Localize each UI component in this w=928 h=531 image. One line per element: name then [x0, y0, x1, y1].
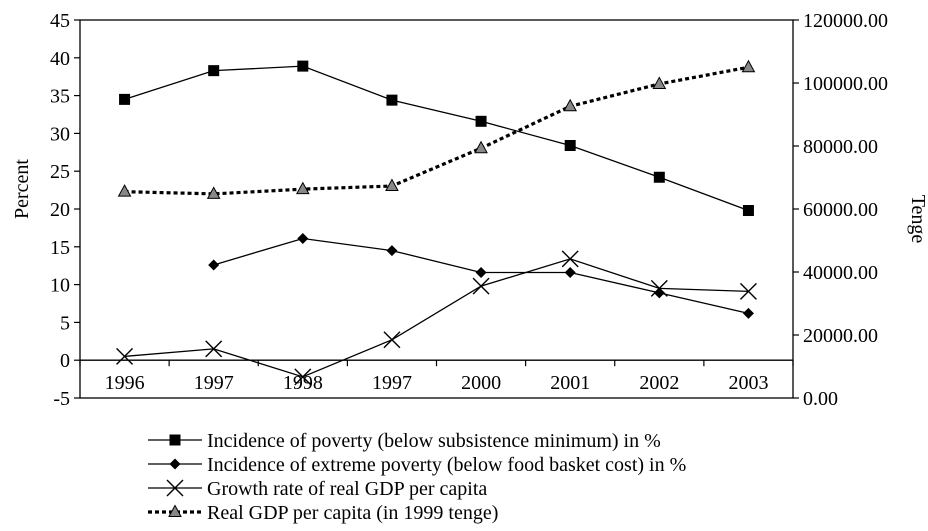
data-point: [295, 181, 310, 195]
y-tick-label-left: 0: [60, 350, 70, 372]
y-tick-label-right: 20000.00: [803, 325, 878, 347]
data-point: [117, 184, 132, 197]
y-tick-label-left: 40: [50, 48, 70, 70]
data-point: [650, 279, 668, 297]
x-tick-label: 2001: [550, 372, 590, 394]
series-1: [208, 232, 754, 319]
y-tick-label-left: 20: [50, 199, 70, 221]
series-3: [117, 59, 756, 199]
x-marker-stroke: [294, 368, 312, 386]
y-tick-label-left: 45: [50, 10, 70, 32]
y-tick-label-right: 60000.00: [803, 199, 878, 221]
y-tick-label-right: 120000.00: [803, 10, 888, 32]
series-line: [124, 65, 749, 212]
x-marker-stroke: [472, 277, 490, 295]
series-layer: [116, 59, 757, 386]
y-tick-label-left: 30: [50, 123, 70, 145]
y-tick-label-left: -5: [53, 388, 70, 410]
legend-label: Incidence of poverty (below subsistence …: [207, 430, 661, 452]
data-point: [385, 178, 399, 192]
legend-item: Growth rate of real GDP per capita: [148, 478, 487, 500]
legend: Incidence of poverty (below subsistence …: [148, 430, 686, 524]
legend-item: Incidence of poverty (below subsistence …: [148, 430, 661, 452]
data-point: [741, 59, 756, 73]
legend-label: Growth rate of real GDP per capita: [207, 478, 487, 500]
data-point: [383, 331, 401, 349]
data-point: [386, 245, 398, 257]
x-tick-label: 1997: [194, 372, 234, 394]
data-point: [294, 368, 312, 386]
x-tick-label: 1997: [372, 372, 412, 394]
data-point: [561, 250, 579, 268]
data-point: [742, 307, 754, 319]
y-axis-title-right: Tenge: [907, 195, 928, 244]
data-point: [475, 115, 487, 127]
y-tick-label-left: 10: [50, 275, 70, 297]
data-point: [208, 259, 220, 271]
data-point: [564, 267, 576, 279]
legend-marker: [166, 479, 184, 497]
x-tick-label: 1998: [283, 372, 323, 394]
x-marker-stroke: [383, 331, 401, 349]
x-tick-label: 2002: [639, 372, 679, 394]
data-point: [474, 140, 488, 154]
legend-marker: [168, 504, 182, 517]
y-tick-label-left: 15: [50, 237, 70, 259]
series-line: [124, 258, 749, 378]
x-tick-label: 2000: [461, 372, 501, 394]
x-marker-stroke: [650, 279, 668, 297]
y-tick-label-right: 80000.00: [803, 136, 878, 158]
data-point: [742, 205, 754, 217]
chart-axes: [79, 19, 794, 399]
data-point: [472, 277, 490, 295]
legend-item: Incidence of extreme poverty (below food…: [148, 454, 686, 476]
legend-label: Incidence of extreme poverty (below food…: [207, 454, 686, 476]
data-point: [206, 186, 221, 199]
legend-marker: [169, 434, 181, 446]
series-0: [119, 60, 754, 217]
data-point: [564, 139, 576, 151]
series-2: [116, 250, 757, 386]
x-marker-stroke: [561, 250, 579, 268]
x-marker-stroke: [116, 347, 134, 365]
legend-marker: [169, 458, 181, 470]
series-line: [124, 65, 749, 196]
data-point: [652, 76, 667, 89]
legend-label: Real GDP per capita (in 1999 tenge): [207, 502, 498, 524]
y-tick-label-right: 100000.00: [803, 73, 888, 95]
data-point: [739, 282, 757, 300]
tick-group: 45 40 35 30 25 20 15 10 5 0 -5 120000.00 100000.00 80…: [50, 10, 888, 410]
data-point: [653, 171, 665, 183]
data-point: [297, 232, 309, 244]
data-point: [208, 65, 220, 77]
data-point: [119, 93, 131, 105]
y-tick-label-left: 25: [50, 161, 70, 183]
x-tick-label: 2003: [728, 372, 768, 394]
plot-frame: [79, 19, 794, 399]
data-point: [205, 340, 223, 358]
y-axis-title-left: Percent: [11, 159, 33, 219]
legend-item: Real GDP per capita (in 1999 tenge): [148, 502, 498, 524]
data-point: [475, 267, 487, 279]
data-point: [297, 60, 309, 72]
data-point: [563, 98, 578, 112]
x-marker-stroke: [739, 282, 757, 300]
y-tick-label-left: 35: [50, 86, 70, 108]
x-marker-stroke: [205, 340, 223, 358]
y-tick-label-left: 5: [60, 312, 70, 334]
y-tick-label-right: 40000.00: [803, 262, 878, 284]
x-marker-stroke: [166, 479, 184, 497]
y-tick-label-right: 0.00: [803, 388, 838, 410]
data-point: [386, 94, 398, 106]
data-point: [116, 347, 134, 365]
x-tick-label: 1996: [105, 372, 145, 394]
